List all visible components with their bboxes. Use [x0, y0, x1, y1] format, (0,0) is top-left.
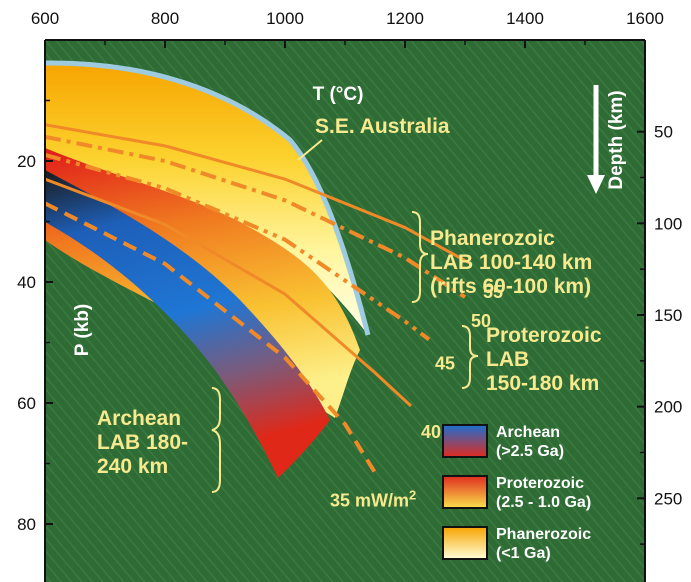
legend-proterozoic-line-1: Proterozoic [496, 475, 584, 492]
legend-swatch-proterozoic [442, 475, 488, 509]
x-tick-label: 1600 [626, 9, 664, 28]
phanerozoic-label-line-3: (rifts 60-100 km) [430, 275, 591, 298]
legend: Archean (>2.5 Ga) Proterozoic (2.5 - 1.0… [442, 424, 596, 562]
se-australia-label: S.E. Australia [315, 115, 450, 138]
legend-archean-line-1: Archean [496, 424, 560, 441]
archean-label: Archean LAB 180- 240 km [97, 407, 194, 478]
phanerozoic-label-line-2: LAB 100-140 km [430, 251, 592, 274]
proterozoic-label-line-3: 150-180 km [486, 372, 599, 395]
geotherm-label: 40 [421, 422, 441, 442]
legend-label-proterozoic: Proterozoic (2.5 - 1.0 Ga) [496, 475, 591, 511]
proterozoic-brace [461, 325, 479, 389]
y2-tick-label: 100 [654, 214, 682, 233]
geotherm-line [45, 123, 472, 266]
phanerozoic-region [45, 62, 368, 336]
x-tick-label: 1400 [506, 9, 544, 28]
depth-arrowhead-icon [587, 175, 605, 194]
legend-swatch-archean [442, 424, 488, 458]
archean-label-line-1: Archean [97, 407, 181, 430]
geotherm-line [45, 177, 413, 408]
geotherm-label-superscript: 2 [409, 488, 416, 503]
legend-phanerozoic-line-1: Phanerozoic [496, 526, 591, 543]
y-tick-label: 60 [17, 394, 36, 413]
legend-item-phanerozoic: Phanerozoic (<1 Ga) [442, 526, 596, 562]
archean-brace [211, 387, 221, 493]
y2-axis-title: Depth (km) [606, 90, 627, 189]
legend-item-archean: Archean (>2.5 Ga) [442, 424, 564, 460]
archean-label-line-2: LAB 180- [97, 431, 188, 454]
se-australia-pointer [297, 139, 323, 161]
legend-swatch-phanerozoic [442, 526, 488, 560]
x-tick-label: 600 [31, 9, 59, 28]
legend-label-archean: Archean (>2.5 Ga) [496, 424, 564, 460]
x-tick-label: 1200 [386, 9, 424, 28]
geotherm-line [45, 134, 467, 299]
x-ticks-layer: 60080010001200140016001800 [31, 9, 664, 48]
geotherm-label: 45 [435, 353, 455, 373]
phanerozoic-label-line-1: Phanerozoic [430, 227, 555, 250]
y2-tick-label: 250 [654, 489, 682, 508]
archean-region [45, 170, 330, 478]
proterozoic-label-line-1: Proterozoic [486, 324, 602, 347]
geotherm-label: 55 [483, 282, 503, 302]
x-tick-label: 800 [151, 9, 179, 28]
y2-axis-title-group: Depth (km) [587, 85, 627, 194]
y2-tick-label: 150 [654, 306, 682, 325]
geotherm-label: 35 mW/m2 [330, 488, 416, 511]
phanerozoic-label: Phanerozoic LAB 100-140 km (rifts 60-100… [430, 227, 598, 298]
y-tick-label: 20 [17, 152, 36, 171]
y-axis-title: P (kb) [72, 304, 93, 356]
legend-phanerozoic-line-2: (<1 Ga) [496, 545, 551, 562]
x-axis-title: T (°C) [313, 84, 364, 105]
legend-archean-line-2: (>2.5 Ga) [496, 443, 564, 460]
regions-layer [45, 60, 371, 478]
geotherm-line [45, 153, 431, 342]
y-tick-label: 80 [17, 515, 36, 534]
geotherm-line [45, 201, 377, 474]
geotherm-label: 50 [471, 311, 491, 331]
se-australia-edge [45, 60, 371, 336]
y-ticks-layer: 20 40 60 80 [17, 99, 53, 534]
phanerozoic-brace [411, 211, 429, 303]
y2-tick-label: 200 [654, 398, 682, 417]
legend-item-proterozoic: Proterozoic (2.5 - 1.0 Ga) [442, 475, 591, 511]
geotherms-layer [45, 123, 472, 474]
geotherm-labels-layer: 55 50 45 40 35 mW/m2 [330, 282, 503, 511]
y-tick-label: 40 [17, 273, 36, 292]
legend-label-phanerozoic: Phanerozoic (<1 Ga) [496, 526, 596, 562]
legend-proterozoic-line-2: (2.5 - 1.0 Ga) [496, 494, 591, 511]
proterozoic-label-line-2: LAB [486, 348, 529, 371]
x-tick-label: 1000 [266, 9, 304, 28]
y2-tick-label: 50 [654, 123, 673, 142]
archean-label-line-3: 240 km [97, 455, 168, 478]
y2-ticks-layer: 50 100 150 200 250 [637, 123, 682, 545]
proterozoic-label: Proterozoic LAB 150-180 km [486, 324, 607, 395]
